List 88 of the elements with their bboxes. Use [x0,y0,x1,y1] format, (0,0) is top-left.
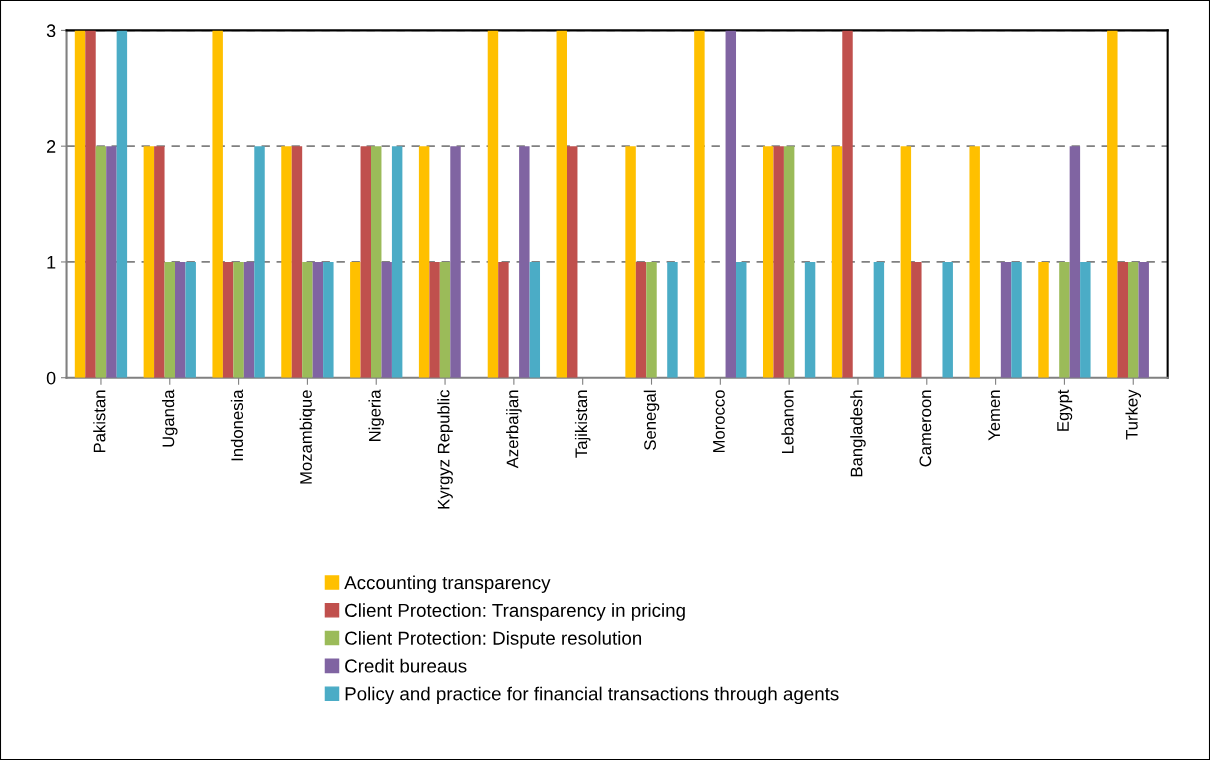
bar [429,261,440,378]
bar [185,261,196,378]
y-tick-label: 1 [47,256,56,269]
legend-label: Client Protection: Dispute resolution [345,631,642,649]
bar [302,261,313,378]
bar [1138,261,1149,378]
legend-label: Client Protection: Transparency in pricing [345,603,685,621]
x-tick-label: Uganda [162,389,178,447]
bar [725,30,737,378]
bar [667,261,678,378]
bar [773,146,784,378]
legend-label: Accounting transparency [344,575,551,593]
bar [804,261,816,378]
bar [254,146,265,378]
bar [842,30,853,378]
x-tick-label: Senegal [643,390,660,450]
x-tick-label: Azerbaijan [506,390,522,469]
legend-label: Credit bureaus [345,658,467,673]
bar [873,261,885,378]
x-tick-label: Yemen [988,390,1001,441]
bar [418,146,430,378]
y-tick-label: 2 [47,140,56,153]
x-tick-label: Cameroon [919,390,932,467]
y-tick-label: 0 [46,371,56,385]
bar [831,146,843,378]
bar [969,146,980,378]
bar [164,261,176,378]
bar [1117,261,1129,378]
bar [1128,261,1139,378]
bar [154,146,165,378]
bar [281,146,292,378]
bar [106,146,117,378]
x-tick-label: Mozambique [299,390,316,484]
bar [911,261,922,378]
bar [1059,261,1070,378]
bar [498,261,509,378]
bar [635,261,647,378]
x-tick-label: Indonesia [230,389,244,461]
x-tick-label: Turkey [1125,389,1142,440]
bar [942,261,953,378]
bar [439,261,451,378]
bar [212,30,223,378]
bar [143,146,155,378]
bar [736,261,747,378]
bar [646,261,657,378]
bar [233,261,244,378]
bar [1107,30,1118,378]
x-tick-label: Pakistan [93,390,106,453]
bar [291,146,303,378]
bar [529,261,541,378]
bar [175,261,186,378]
bar [900,146,912,378]
bar [323,261,334,378]
legend-label: Policy and practice for financial transactions through agents [345,686,839,705]
bar [391,146,403,378]
x-tick-label: Egypt [1057,389,1073,431]
bar [450,146,461,378]
bar [556,30,567,378]
bar [243,261,255,378]
bar [95,146,107,378]
bar [625,146,636,378]
bar [519,146,530,378]
bar [350,261,361,378]
bar [222,261,234,378]
bar [1069,146,1081,378]
bar [116,30,128,378]
bar [694,30,705,378]
bar [1011,261,1022,378]
bar [360,146,371,378]
bar [74,30,86,378]
x-tick-label: Bangladesh [850,390,866,477]
bar [1000,261,1012,378]
x-tick-label: Tajikistan [574,390,591,458]
x-tick-label: Lebanon [781,390,794,454]
x-tick-label: Nigeria [368,389,384,441]
y-tick-label: 3 [46,24,56,38]
bar [567,146,578,378]
bar [381,261,392,378]
bar [1038,261,1049,378]
bar [85,30,96,378]
bar [487,30,499,378]
x-tick-label: Kyrgyz Republic [437,389,453,509]
bar [371,146,382,378]
bar [1080,261,1091,378]
x-tick-label: Morocco [713,390,725,453]
bar [312,261,324,378]
bar [783,146,795,378]
bar [763,146,774,378]
